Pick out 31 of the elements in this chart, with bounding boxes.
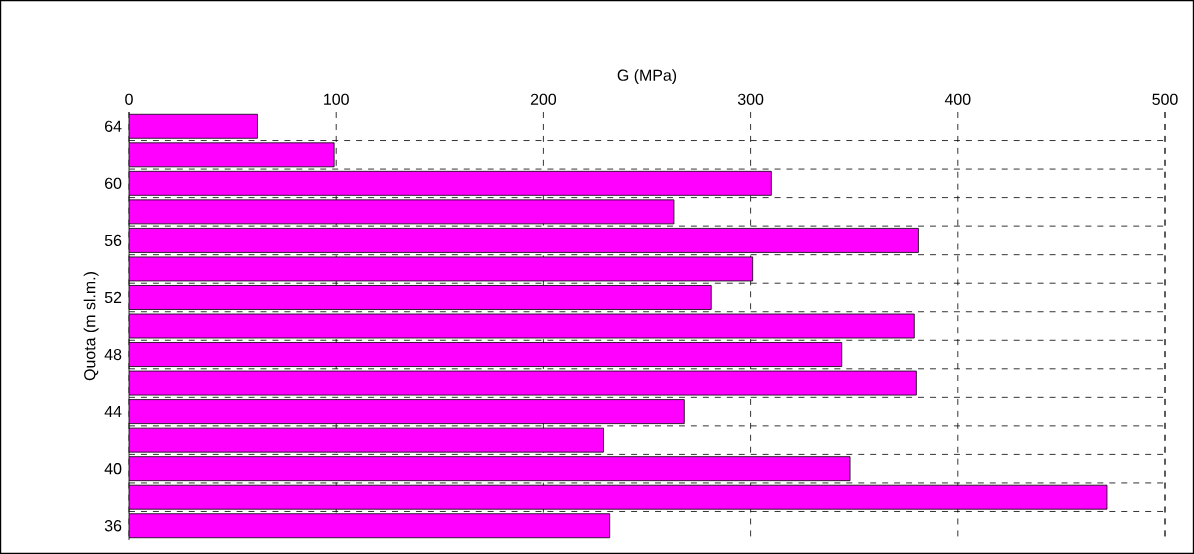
y-tick-label: 56 bbox=[104, 234, 122, 247]
x-tick-label: 300 bbox=[737, 93, 764, 105]
y-tick-label: 48 bbox=[104, 348, 122, 361]
x-tick-label: 100 bbox=[324, 93, 349, 105]
y-tick-label: 40 bbox=[104, 463, 122, 475]
bar bbox=[129, 427, 604, 453]
x-axis-title: G (MPa) bbox=[617, 69, 677, 85]
bar bbox=[129, 456, 851, 482]
x-tick-label: 200 bbox=[530, 93, 557, 105]
bar bbox=[129, 256, 754, 282]
bar bbox=[129, 342, 843, 367]
y-tick-label: 52 bbox=[104, 291, 122, 304]
bar bbox=[129, 285, 712, 310]
bar bbox=[129, 513, 611, 539]
bar bbox=[129, 370, 917, 396]
bar bbox=[129, 228, 919, 253]
x-tick-label: 500 bbox=[1152, 93, 1178, 105]
y-axis-title: Quota (m sl.m.) bbox=[83, 272, 99, 381]
y-tick-label: 36 bbox=[104, 520, 122, 532]
bar bbox=[129, 484, 1108, 510]
y-tick-label: 64 bbox=[105, 120, 122, 132]
bar bbox=[129, 113, 258, 139]
y-tick-label: 44 bbox=[104, 406, 122, 418]
y-tick-label: 60 bbox=[105, 177, 122, 189]
bar bbox=[129, 170, 772, 196]
bar bbox=[129, 313, 915, 339]
x-tick-label: 0 bbox=[125, 93, 133, 105]
bar bbox=[129, 142, 335, 168]
bar bbox=[129, 399, 685, 424]
x-tick-label: 400 bbox=[944, 93, 971, 105]
bar bbox=[129, 199, 675, 225]
